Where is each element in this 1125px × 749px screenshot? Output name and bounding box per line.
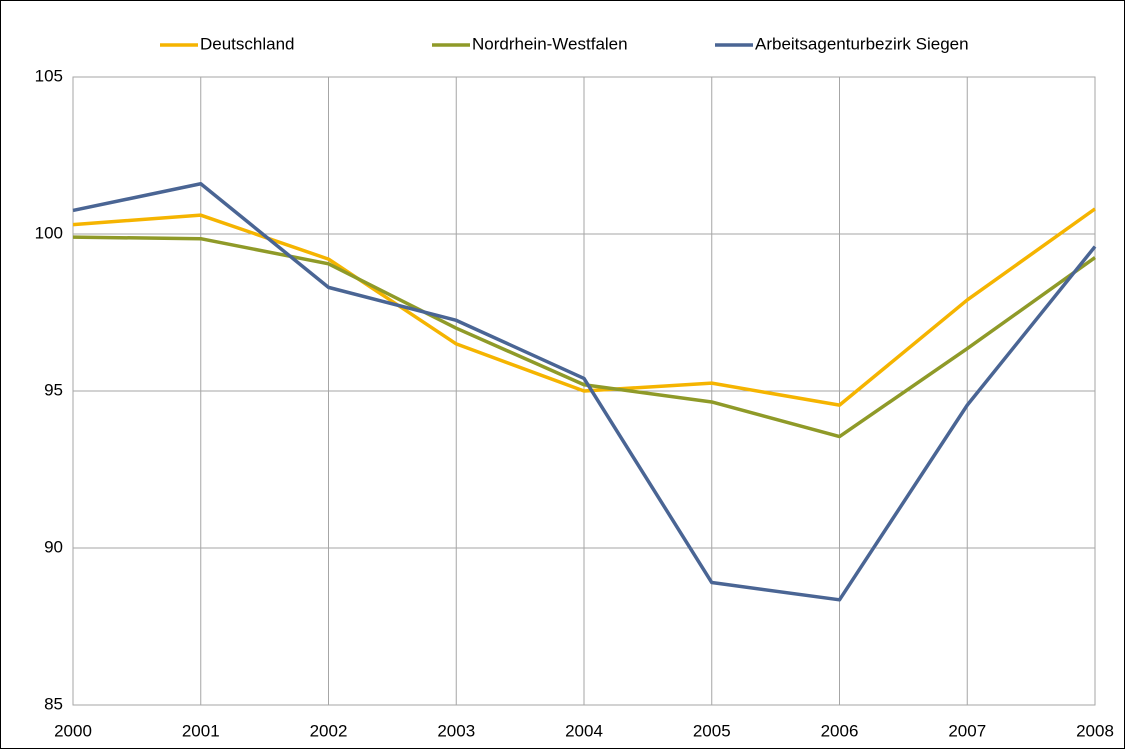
series-line <box>72 235 1097 439</box>
y-tick-label: 105 <box>35 66 63 85</box>
legend-label: Nordrhein-Westfalen <box>472 34 628 53</box>
series-line <box>72 182 1097 602</box>
x-tick-label: 2001 <box>182 721 220 740</box>
y-tick-label: 85 <box>44 694 63 713</box>
x-tick-label: 2003 <box>437 721 475 740</box>
x-tick-label: 2006 <box>821 721 859 740</box>
y-tick-label: 90 <box>44 537 63 556</box>
x-tick-label: 2007 <box>948 721 986 740</box>
x-tick-label: 2005 <box>693 721 731 740</box>
x-tick-label: 2004 <box>565 721 603 740</box>
y-tick-label: 100 <box>35 223 63 242</box>
legend-label: Arbeitsagenturbezirk Siegen <box>755 34 969 53</box>
x-tick-label: 2002 <box>310 721 348 740</box>
series-line <box>72 207 1097 407</box>
y-tick-label: 95 <box>44 380 63 399</box>
x-tick-label: 2000 <box>54 721 92 740</box>
plot-area <box>72 76 1096 706</box>
legend-label: Deutschland <box>200 34 295 53</box>
x-tick-label: 2008 <box>1076 721 1114 740</box>
